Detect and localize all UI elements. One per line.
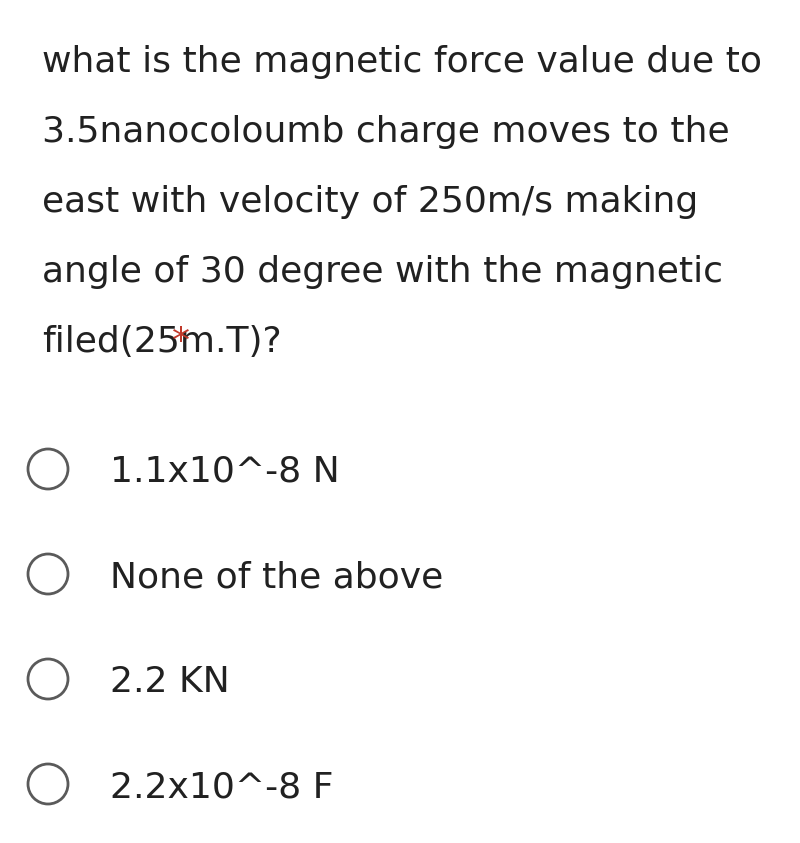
Text: *: * (171, 325, 190, 359)
Text: what is the magnetic force value due to: what is the magnetic force value due to (42, 45, 762, 79)
Text: filed(25m.T)? *: filed(25m.T)? * (0, 842, 1, 843)
Text: 3.5nanocoloumb charge moves to the: 3.5nanocoloumb charge moves to the (42, 115, 730, 149)
Text: angle of 30 degree with the magnetic: angle of 30 degree with the magnetic (42, 255, 723, 289)
Text: filed(25m.T)?: filed(25m.T)? (42, 325, 282, 359)
Text: 2.2 KN: 2.2 KN (110, 665, 230, 699)
Text: filed(25m.T)?: filed(25m.T)? (0, 842, 1, 843)
Text: 1.1x10^-8 N: 1.1x10^-8 N (110, 455, 340, 489)
Text: 2.2x10^-8 F: 2.2x10^-8 F (110, 770, 334, 804)
Text: east with velocity of 250m/s making: east with velocity of 250m/s making (42, 185, 698, 219)
Text: None of the above: None of the above (110, 560, 443, 594)
